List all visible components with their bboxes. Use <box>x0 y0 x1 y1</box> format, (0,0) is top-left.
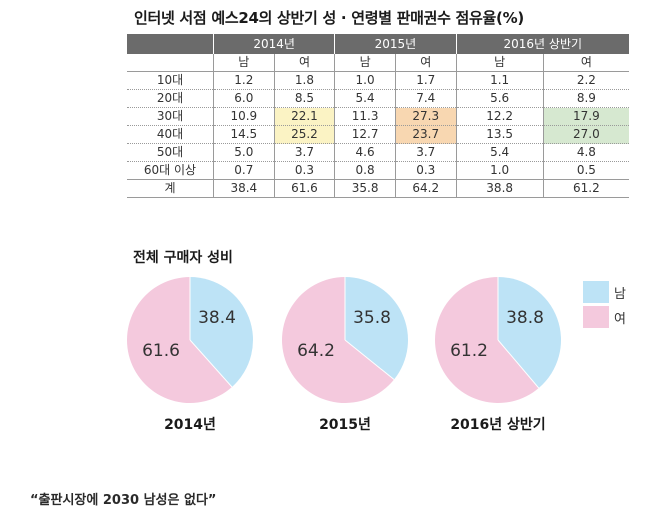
pie-slice-male <box>345 277 408 380</box>
table-row: 40대 14.5 25.2 12.7 23.7 13.5 27.0 <box>127 125 629 144</box>
legend-swatch-female <box>583 306 609 328</box>
table-row: 30대 10.9 22.1 11.3 27.3 12.2 17.9 <box>127 107 629 126</box>
table-row: 계 38.4 61.6 35.8 64.2 38.8 61.2 <box>127 179 629 198</box>
table-row: 20대 6.0 8.5 5.4 7.4 5.6 8.9 <box>127 89 629 108</box>
row-label: 20대 <box>127 89 214 108</box>
share-table: 2014년 2015년 2016년 상반기 남 여 남 여 남 여 10대 1.2… <box>127 34 629 198</box>
table-cell: 12.7 <box>334 125 396 144</box>
gender-header: 여 <box>542 54 629 72</box>
pie-slice-male <box>498 277 562 389</box>
pie-divider <box>189 339 233 388</box>
pie-divider <box>497 339 540 389</box>
row-label: 40대 <box>127 125 214 144</box>
table-cell: 61.6 <box>273 179 335 198</box>
legend-label-female: 여 <box>614 312 626 327</box>
table-cell: 1.7 <box>394 71 457 90</box>
table-cell: 1.8 <box>273 71 335 90</box>
table-cell: 22.1 <box>273 107 335 126</box>
headline-quote: “출판시장에 2030 남성은 없다” <box>30 493 217 508</box>
table-cell: 5.4 <box>455 143 544 162</box>
table-cell: 38.4 <box>213 179 275 198</box>
table-cell: 17.9 <box>542 107 629 126</box>
table-cell: 1.0 <box>334 71 396 90</box>
row-label: 30대 <box>127 107 214 126</box>
table-corner-sub <box>127 54 214 72</box>
table-cell: 4.8 <box>542 143 629 162</box>
year-header-2015: 2015년 <box>334 34 457 54</box>
pie-year-caption: 2015년 <box>319 417 371 433</box>
gender-header: 여 <box>394 54 457 72</box>
pie-slice-male <box>190 277 254 387</box>
table-cell: 7.4 <box>394 89 457 108</box>
pie-value-male: 38.8 <box>506 308 544 328</box>
table-cell: 2.2 <box>542 71 629 90</box>
pie-slice-female <box>435 277 539 404</box>
table-cell: 23.7 <box>394 125 457 144</box>
table-cell: 25.2 <box>273 125 335 144</box>
table-cell: 8.5 <box>273 89 335 108</box>
table-cell: 6.0 <box>213 89 275 108</box>
year-header-2016: 2016년 상반기 <box>455 34 629 54</box>
table-cell: 8.9 <box>542 89 629 108</box>
gender-header-row: 남 여 남 여 남 여 <box>127 54 629 72</box>
gender-header: 여 <box>273 54 335 72</box>
table-cell: 1.2 <box>213 71 275 90</box>
pie-slice-female <box>127 277 232 403</box>
table-corner <box>127 34 214 54</box>
table-cell: 27.3 <box>394 107 457 126</box>
table-cell: 0.3 <box>273 161 335 180</box>
pie-section-title: 전체 구매자 성비 <box>133 250 233 266</box>
pie-value-male: 35.8 <box>353 308 391 328</box>
table-cell: 11.3 <box>334 107 396 126</box>
row-label: 50대 <box>127 143 214 162</box>
gender-header: 남 <box>213 54 275 72</box>
table-cell: 3.7 <box>394 143 457 162</box>
table-row: 50대 5.0 3.7 4.6 3.7 5.4 4.8 <box>127 143 629 162</box>
chart-title: 인터넷 서점 예스24의 상반기 성 · 연령별 판매권수 점유율(%) <box>134 9 524 27</box>
legend-swatch-male <box>583 281 609 303</box>
table-cell: 14.5 <box>213 125 275 144</box>
table-cell: 10.9 <box>213 107 275 126</box>
pie-year-caption: 2014년 <box>164 417 216 433</box>
table-cell: 5.6 <box>455 89 544 108</box>
row-label: 10대 <box>127 71 214 90</box>
pie-value-female: 64.2 <box>297 341 335 361</box>
pie-value-female: 61.6 <box>142 341 180 361</box>
pie-value-male: 38.4 <box>198 308 236 328</box>
pie-year-caption: 2016년 상반기 <box>450 417 546 433</box>
table-cell: 5.4 <box>334 89 396 108</box>
table-cell: 64.2 <box>394 179 457 198</box>
pie-divider <box>344 339 395 380</box>
table-cell: 4.6 <box>334 143 396 162</box>
table-cell: 3.7 <box>273 143 335 162</box>
pie-slice-female <box>282 277 395 404</box>
legend-label-male: 남 <box>614 287 626 302</box>
row-label: 계 <box>127 179 214 198</box>
table-cell: 38.8 <box>455 179 544 198</box>
table-cell: 5.0 <box>213 143 275 162</box>
table-row: 10대 1.2 1.8 1.0 1.7 1.1 2.2 <box>127 71 629 90</box>
table-cell: 35.8 <box>334 179 396 198</box>
table-cell: 13.5 <box>455 125 544 144</box>
table-cell: 27.0 <box>542 125 629 144</box>
year-header-2014: 2014년 <box>212 34 335 54</box>
table-cell: 12.2 <box>455 107 544 126</box>
pie-value-female: 61.2 <box>450 341 488 361</box>
table-cell: 1.1 <box>455 71 544 90</box>
gender-header: 남 <box>455 54 544 72</box>
gender-header: 남 <box>334 54 396 72</box>
table-cell: 61.2 <box>542 179 629 198</box>
